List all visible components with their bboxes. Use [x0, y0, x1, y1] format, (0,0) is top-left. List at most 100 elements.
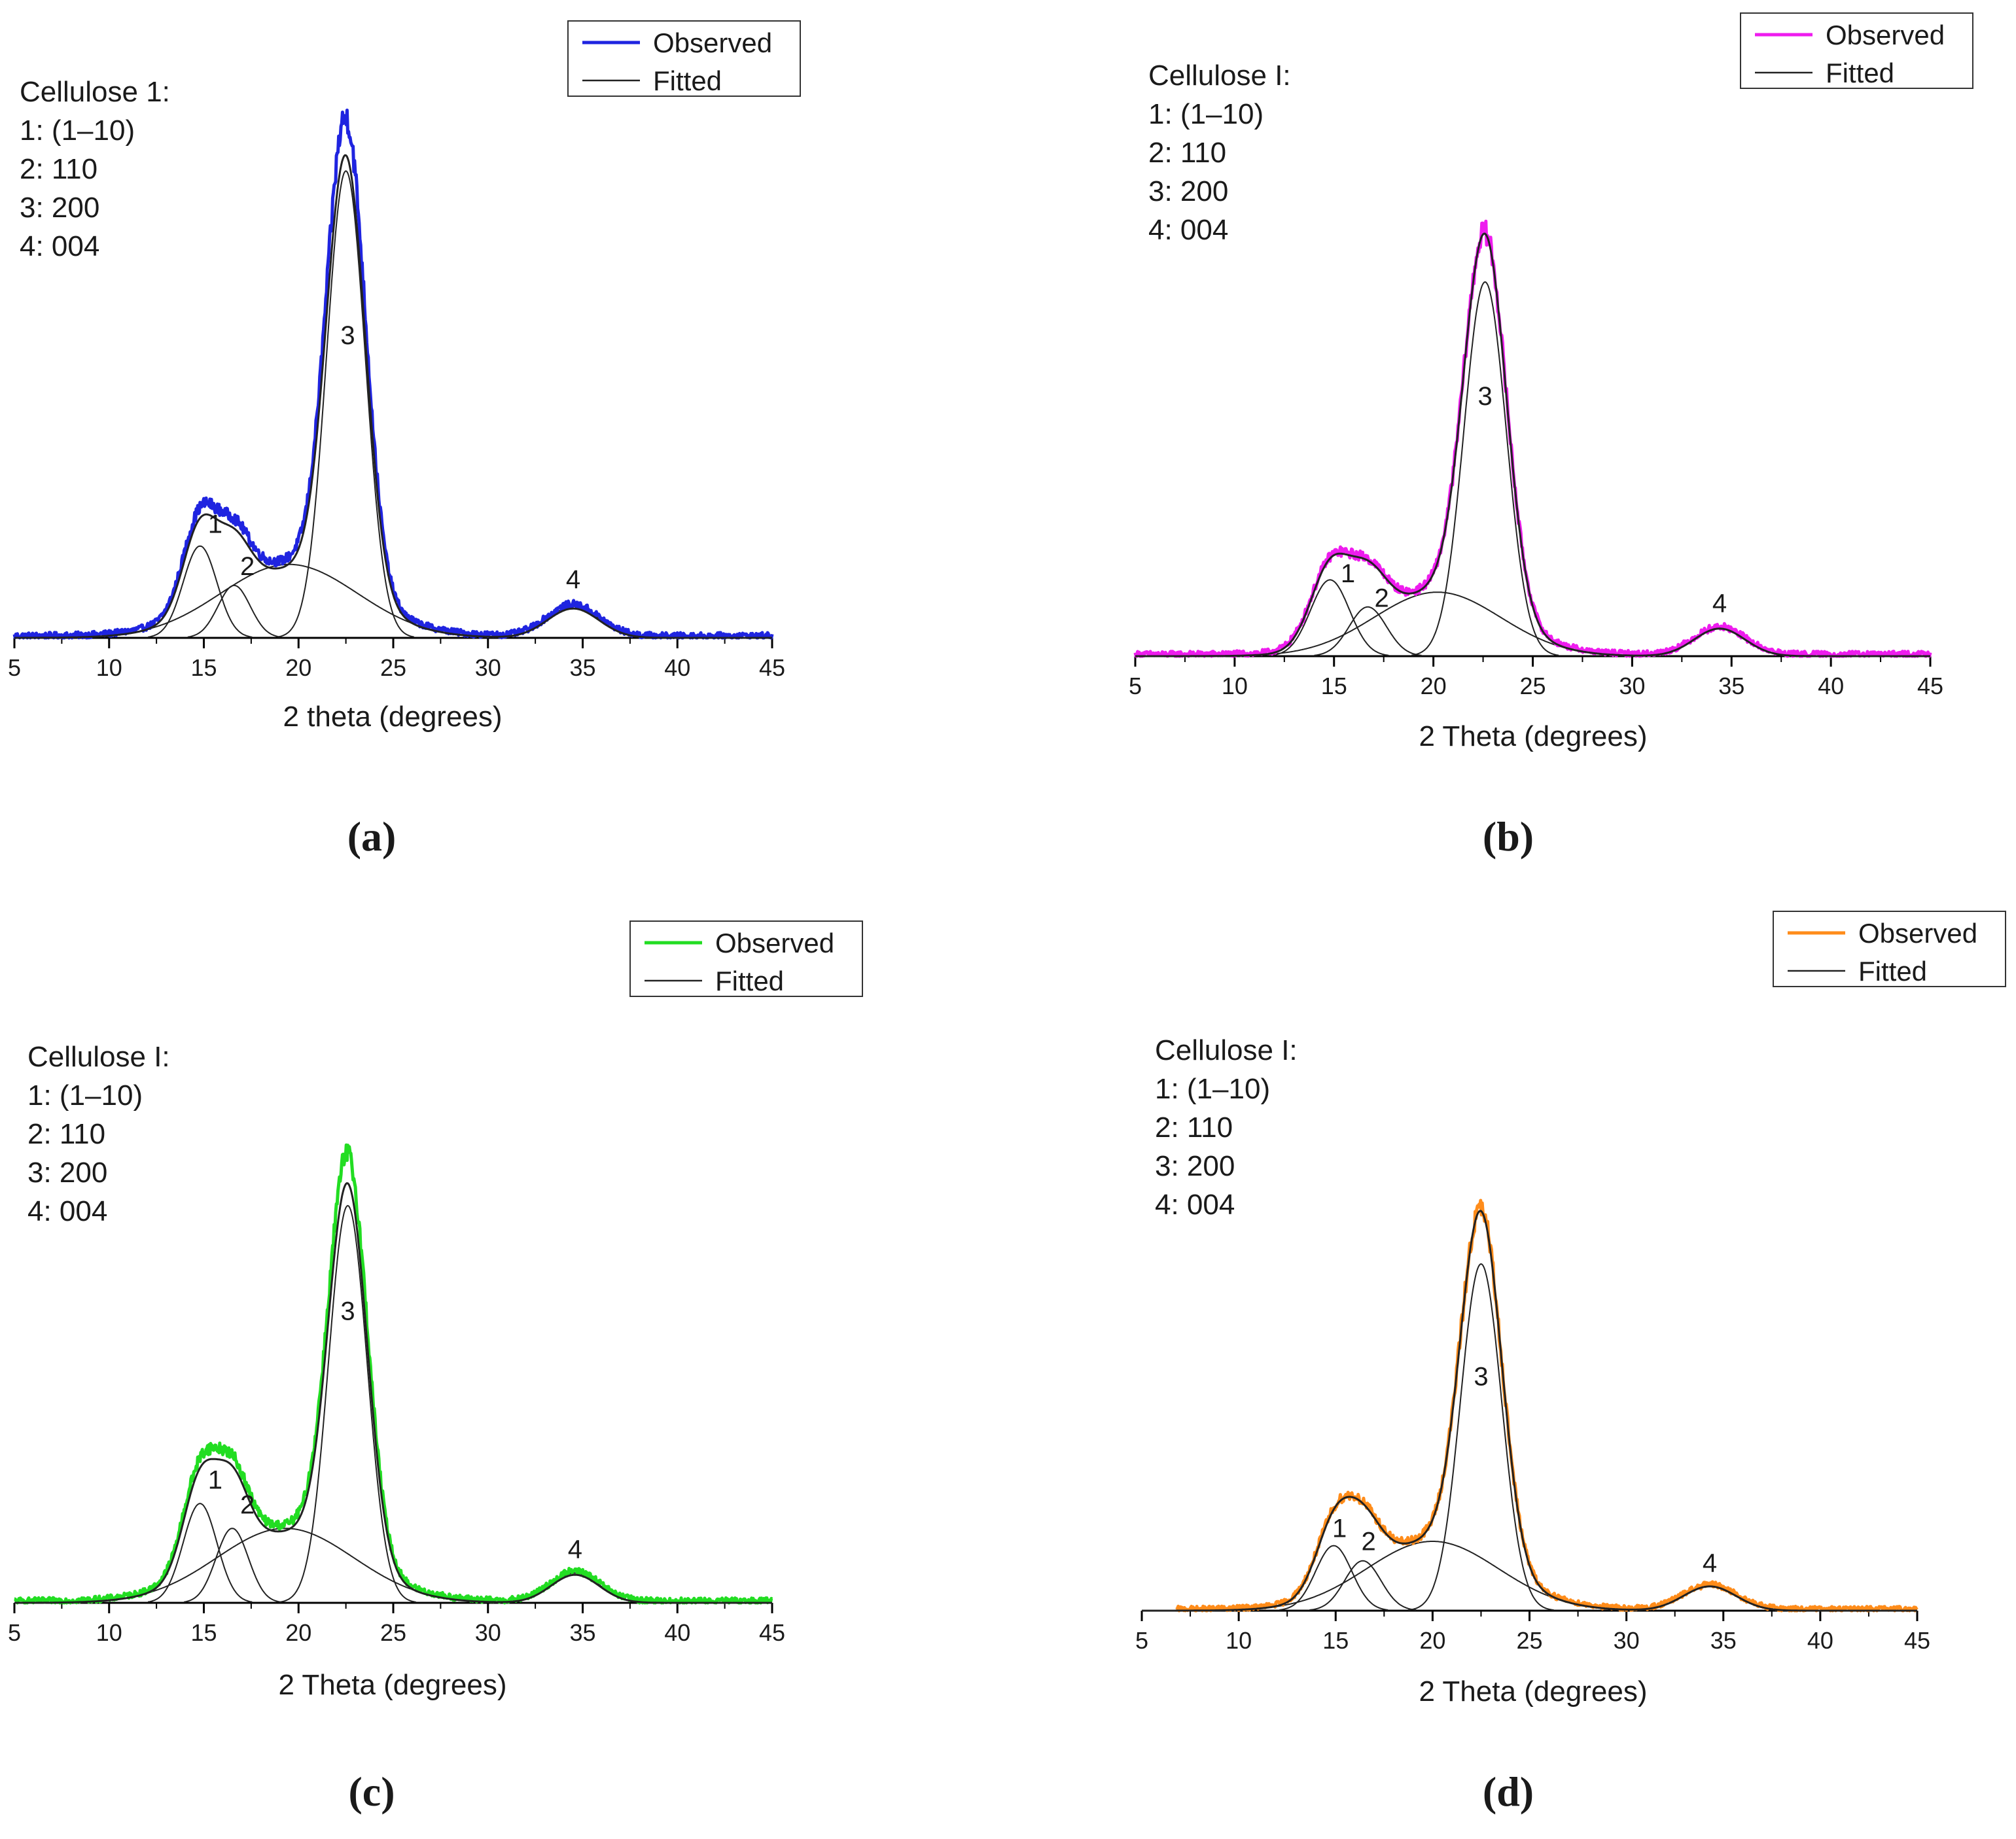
- annotation-line: 1: (1–10): [27, 1079, 143, 1112]
- x-tick-label: 30: [1614, 1627, 1640, 1654]
- annotation-line: 3: 200: [1148, 175, 1228, 207]
- peak-label-3: 3: [1477, 382, 1492, 411]
- x-axis-label: 2 Theta (degrees): [279, 1669, 507, 1701]
- peak-label-4: 4: [566, 565, 580, 594]
- x-tick-label: 25: [380, 654, 406, 681]
- fitted-sum-line: [14, 1182, 772, 1604]
- x-tick-label: 10: [1226, 1627, 1252, 1654]
- x-tick-label: 30: [1619, 673, 1645, 699]
- annotation-line: 3: 200: [20, 192, 99, 224]
- legend-box: [1773, 911, 2006, 987]
- peak-label-3: 3: [1474, 1363, 1488, 1392]
- x-tick-label: 25: [1519, 673, 1546, 699]
- legend: Observed Fitted: [1773, 911, 2006, 987]
- x-tick-label: 40: [664, 1619, 690, 1646]
- x-tick-label: 20: [285, 1619, 311, 1646]
- annotation-line: 2: 110: [1155, 1112, 1233, 1144]
- peak-label-2: 2: [1375, 584, 1389, 613]
- annotation-line: 4: 004: [20, 230, 99, 262]
- x-tick-label: 5: [8, 1619, 21, 1646]
- x-tick-label: 40: [1818, 673, 1844, 699]
- x-tick-label: 20: [1419, 1627, 1445, 1654]
- peak-label-4: 4: [1712, 589, 1727, 618]
- chart-panel-c: (c) 5 10 15 20 25 30 35 40 452 Theta (degrees)12…: [8, 920, 863, 1815]
- x-tick-label: 25: [380, 1619, 406, 1646]
- x-tick-label: 5: [1135, 1627, 1148, 1654]
- x-tick-label: 40: [1807, 1627, 1833, 1654]
- x-tick-label: 40: [664, 654, 690, 681]
- fitted-sum-line: [1142, 1210, 1917, 1612]
- annotation-line: Cellulose 1:: [20, 76, 170, 108]
- annotation-line: 2: 110: [27, 1118, 105, 1150]
- x-tick-label: 45: [1904, 1627, 1930, 1654]
- annotation-line: 3: 200: [27, 1157, 107, 1189]
- peak-label-3: 3: [340, 321, 355, 350]
- chart-panel-a: (a) 5 10 15 20 25 30 35 40 452 theta (degrees)12…: [8, 20, 801, 860]
- x-tick-label: 45: [1917, 673, 1943, 699]
- peak-label-1: 1: [208, 510, 222, 539]
- peak-label-2: 2: [1361, 1527, 1375, 1556]
- x-tick-label: 35: [569, 1619, 595, 1646]
- x-tick-label: 35: [569, 654, 595, 681]
- legend-entry-label: Observed: [715, 928, 834, 958]
- panel-letter: (d): [1483, 1768, 1534, 1815]
- x-tick-label: 20: [285, 654, 311, 681]
- x-tick-label: 15: [1321, 673, 1347, 699]
- x-tick-label: 45: [759, 654, 785, 681]
- component-peak-3: [1408, 1263, 1554, 1611]
- legend-box: [1740, 12, 1973, 89]
- x-tick-label: 25: [1516, 1627, 1542, 1654]
- x-tick-label: 10: [1222, 673, 1248, 699]
- peak-label-1: 1: [1332, 1514, 1347, 1543]
- peak-label-3: 3: [340, 1297, 355, 1325]
- panel-letter: (a): [347, 813, 397, 860]
- x-axis-label: 2 Theta (degrees): [1419, 1675, 1648, 1708]
- annotation-line: 4: 004: [27, 1195, 107, 1227]
- legend-entry-label: Observed: [1858, 918, 1977, 949]
- fitted-sum-line: [1135, 232, 1930, 657]
- x-tick-label: 5: [8, 654, 21, 681]
- x-tick-label: 10: [96, 654, 122, 681]
- annotation-line: Cellulose I:: [1148, 60, 1291, 92]
- fitted-sum-line: [14, 154, 772, 639]
- peak-label-2: 2: [240, 1490, 255, 1519]
- annotation-line: 2: 110: [1148, 137, 1226, 169]
- component-peak-2: [183, 1528, 281, 1603]
- component-peak-3: [279, 1204, 416, 1603]
- component-peak-3: [277, 170, 415, 638]
- legend-box: [567, 20, 801, 97]
- legend: Observed Fitted: [1740, 12, 1973, 89]
- peak-label-1: 1: [208, 1465, 222, 1494]
- panel-letter: (c): [348, 1768, 395, 1815]
- legend-entry-label: Observed: [1826, 20, 1945, 50]
- annotation-line: 2: 110: [20, 153, 97, 185]
- x-axis-label: 2 Theta (degrees): [1419, 720, 1648, 752]
- component-peak-1: [147, 1503, 253, 1603]
- annotation-line: Cellulose I:: [1155, 1034, 1298, 1066]
- observed-series-line: [1175, 1199, 1919, 1613]
- x-tick-label: 35: [1710, 1627, 1737, 1654]
- peak-label-4: 4: [1703, 1549, 1717, 1577]
- annotation-line: 4: 004: [1155, 1189, 1235, 1221]
- component-peak-2: [1314, 606, 1422, 656]
- legend-box: [629, 920, 863, 997]
- chart-panel-d: (d) 5 10 15 20 25 30 35 40 452 Theta (degrees)1 2…: [1135, 911, 2006, 1815]
- x-tick-label: 15: [1322, 1627, 1349, 1654]
- legend-entry-label: Fitted: [1858, 956, 1927, 987]
- x-tick-label: 10: [96, 1619, 122, 1646]
- x-tick-label: 20: [1421, 673, 1447, 699]
- x-tick-label: 30: [475, 654, 501, 681]
- legend-entry-label: Fitted: [1826, 58, 1894, 88]
- peak-label-4: 4: [568, 1535, 582, 1564]
- x-tick-label: 15: [190, 1619, 217, 1646]
- component-peak-3: [1411, 281, 1559, 656]
- x-tick-label: 30: [475, 1619, 501, 1646]
- x-tick-label: 35: [1718, 673, 1744, 699]
- x-tick-label: 5: [1129, 673, 1142, 699]
- legend-entry-label: Fitted: [715, 966, 784, 996]
- annotation-line: Cellulose I:: [27, 1041, 170, 1073]
- x-tick-label: 45: [759, 1619, 785, 1646]
- annotation-line: 1: (1–10): [1148, 98, 1264, 130]
